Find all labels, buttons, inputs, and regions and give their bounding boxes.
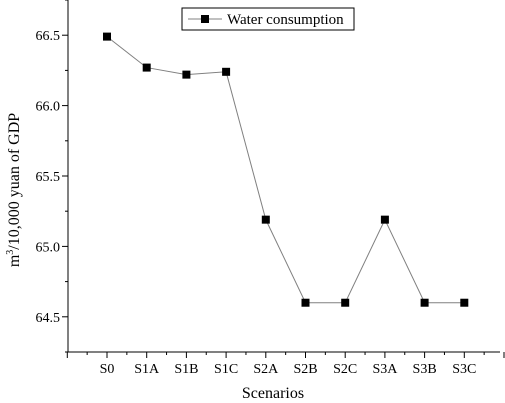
data-point <box>182 70 191 79</box>
x-tick-label: S3C <box>452 362 476 377</box>
x-tick-label: S2B <box>293 362 317 377</box>
legend: Water consumption <box>181 7 355 31</box>
x-tick-label: S3B <box>413 362 437 377</box>
y-tick-label: 66.0 <box>36 100 61 115</box>
data-point <box>341 298 350 307</box>
data-point <box>222 67 231 76</box>
data-point <box>301 298 310 307</box>
legend-label: Water consumption <box>227 12 344 28</box>
legend-box <box>181 7 355 31</box>
y-tick-label: 65.0 <box>36 240 61 255</box>
data-point <box>420 298 429 307</box>
x-axis-title: Scenarios <box>242 385 304 402</box>
ticks: 64.5 65.0 65.5 66.0 66.5 S0 S1A S1B S1C S2A S2B S2C… <box>36 0 505 377</box>
y-axis-title: m3/10,000 yuan of GDP <box>5 113 23 267</box>
x-tick-label: S2A <box>253 362 279 377</box>
x-tick-label: S2C <box>333 362 357 377</box>
x-tick-label: S1A <box>134 362 160 377</box>
x-tick-label: S0 <box>100 362 115 377</box>
x-tick-label: S1B <box>174 362 198 377</box>
y-tick-label: 65.5 <box>36 170 61 185</box>
legend-marker <box>201 15 209 23</box>
data-point <box>261 215 270 224</box>
x-tick-label: S3A <box>372 362 398 377</box>
y-axis-title-base: m <box>6 254 23 267</box>
axes <box>67 0 500 353</box>
series-line-water-consumption <box>106 36 465 304</box>
y-tick-label: 64.5 <box>36 311 61 326</box>
data-point <box>103 32 111 41</box>
data-point <box>142 63 151 72</box>
y-axis-title-rest: /10,000 yuan of GDP <box>6 113 23 250</box>
y-tick-label: 66.5 <box>36 29 61 44</box>
x-tick-label: S1C <box>214 362 238 377</box>
y-axis-title-superscript: 3 <box>5 250 16 255</box>
data-points <box>103 32 469 307</box>
data-point <box>460 298 469 307</box>
data-point <box>380 215 389 224</box>
